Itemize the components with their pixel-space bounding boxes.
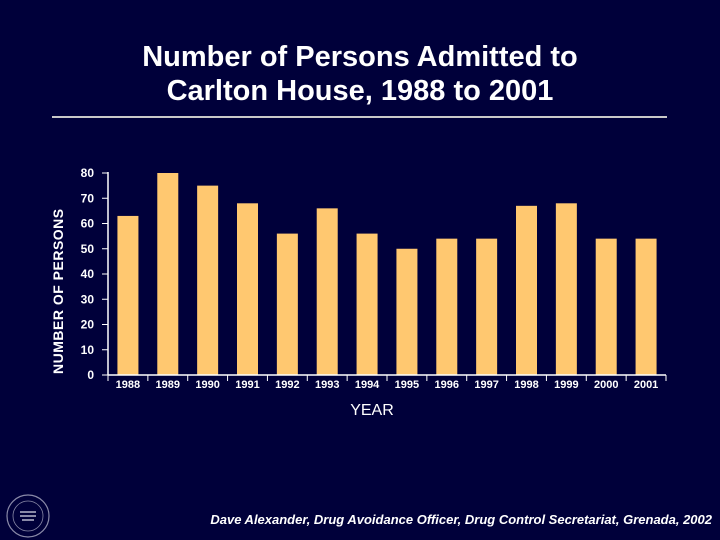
bar-1996 [436,238,458,375]
y-tick-label: 0 [87,368,94,382]
x-axis-label: YEAR [350,402,394,419]
y-tick-label: 30 [81,292,95,306]
y-tick-label: 20 [81,318,95,332]
title-line-1: Number of Persons Admitted to [142,41,578,73]
x-tick-label: 1990 [195,379,219,391]
x-tick-label: 1997 [474,379,498,391]
bar-1998 [516,205,537,375]
bar-1991 [237,203,258,375]
bar-1993 [316,208,338,375]
y-tick-label: 40 [81,267,95,281]
bar-2000 [595,238,617,375]
bar-1989 [157,173,179,375]
bar-2001 [635,238,657,375]
x-tick-label: 1989 [156,379,180,391]
bar-1988 [117,215,139,375]
source-credit: Dave Alexander, Drug Avoidance Officer, … [210,512,712,527]
bar-1997 [476,238,498,375]
x-tick-label: 1991 [235,379,259,391]
bar-1992 [276,233,298,375]
y-tick-label: 10 [81,343,95,357]
x-tick-label: 2000 [594,379,618,391]
chart-title: Number of Persons Admitted to Carlton Ho… [50,40,670,108]
bar-1999 [555,203,577,375]
bar-1995 [396,248,418,375]
x-tick-label: 1994 [355,379,380,391]
x-tick-label: 1998 [514,379,538,391]
y-tick-label: 80 [81,166,95,180]
title-line-2: Carlton House, 1988 to 2001 [166,75,554,107]
x-tick-label: 1988 [116,379,140,391]
x-tick-label: 1999 [554,379,578,391]
y-axis-label: NUMBER OF PERSONS [50,208,66,374]
x-tick-label: 1993 [315,379,339,391]
x-tick-label: 1992 [275,379,299,391]
x-tick-label: 2001 [634,379,658,391]
y-tick-label: 70 [81,191,95,205]
bar-1990 [197,185,219,375]
y-tick-label: 60 [81,217,95,231]
x-tick-label: 1996 [435,379,459,391]
title-divider [52,116,667,118]
government-seal-icon [6,494,50,538]
y-tick-label: 50 [81,242,95,256]
x-tick-label: 1995 [395,379,419,391]
bar-1994 [356,233,378,375]
